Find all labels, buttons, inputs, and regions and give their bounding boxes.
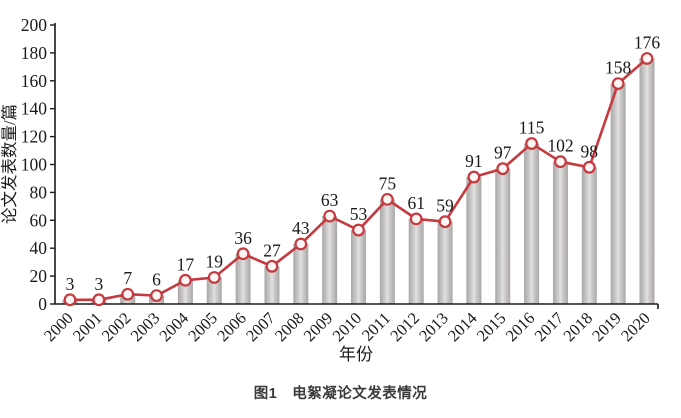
x-tick-label-2007: 2007: [242, 308, 279, 345]
bar-2019: [610, 83, 626, 304]
x-tick-label-2011: 2011: [358, 308, 394, 344]
value-label-2010: 53: [350, 204, 368, 224]
data-point-2010: [352, 223, 365, 237]
x-tick-label-2010: 2010: [329, 308, 366, 345]
data-point-2003: [150, 289, 163, 303]
value-label-2020: 176: [634, 32, 661, 52]
data-point-2008: [294, 237, 308, 251]
y-tick-label: 20: [30, 266, 48, 286]
value-label-2006: 36: [234, 228, 252, 248]
x-tick-label-2001: 2001: [69, 308, 106, 345]
value-label-2000: 3: [66, 274, 75, 294]
bar-2013: [437, 221, 453, 304]
value-label-2013: 59: [436, 196, 454, 216]
y-tick-label: 200: [21, 15, 48, 35]
x-tick-label-2020: 2020: [617, 308, 654, 345]
bar-2012: [408, 218, 424, 304]
data-point-2007: [265, 259, 279, 273]
x-tick-label-2002: 2002: [98, 308, 135, 345]
y-tick-label: 80: [30, 182, 48, 202]
x-tick-label-2006: 2006: [213, 308, 250, 345]
x-tick-label-2019: 2019: [588, 308, 625, 345]
x-tick-label-2012: 2012: [386, 308, 423, 345]
data-point-2016: [525, 137, 538, 150]
value-label-2009: 63: [321, 190, 339, 210]
data-point-2015: [496, 162, 510, 176]
y-tick-label: 140: [21, 99, 48, 119]
x-axis-title: 年份: [339, 345, 373, 364]
bar-2011: [379, 199, 395, 304]
bar-2006: [235, 253, 251, 304]
x-tick-label-2015: 2015: [473, 308, 510, 345]
value-label-2014: 91: [465, 151, 483, 171]
data-point-2019: [611, 77, 625, 90]
y-tick-label: 180: [21, 43, 48, 63]
data-point-2002: [121, 287, 135, 301]
x-tick-label-2014: 2014: [444, 308, 481, 345]
y-tick-label: 100: [21, 155, 48, 175]
y-tick-label: 0: [38, 294, 47, 314]
bar-2004: [177, 280, 193, 304]
value-label-2004: 17: [177, 254, 195, 274]
value-label-2008: 43: [292, 218, 310, 238]
x-tick-label-2005: 2005: [184, 308, 221, 345]
data-point-2012: [409, 212, 423, 226]
y-tick-label: 160: [21, 71, 48, 91]
bar-2008: [293, 244, 309, 304]
y-tick-label: 60: [30, 210, 48, 230]
data-point-2004: [178, 273, 192, 287]
bar-2007: [264, 266, 280, 304]
value-label-2002: 7: [123, 268, 132, 288]
bar-2015: [495, 168, 511, 304]
x-tick-label-2008: 2008: [271, 308, 308, 345]
data-point-2011: [380, 192, 394, 206]
y-tick-label: 120: [21, 127, 48, 147]
value-label-2011: 75: [379, 173, 397, 193]
data-point-2006: [236, 247, 250, 261]
bar-2018: [581, 167, 597, 304]
x-tick-label-2017: 2017: [531, 308, 568, 345]
bar-2009: [322, 216, 338, 304]
data-point-2001: [92, 293, 106, 307]
data-point-2018: [582, 160, 596, 174]
x-tick-label-2013: 2013: [415, 308, 452, 345]
data-point-2017: [554, 155, 567, 169]
x-tick-label-2018: 2018: [559, 308, 596, 345]
x-tick-label-2003: 2003: [127, 308, 164, 345]
bar-2016: [524, 143, 540, 304]
x-tick-label-2009: 2009: [300, 308, 337, 345]
value-label-2007: 27: [263, 240, 281, 260]
value-label-2015: 97: [494, 143, 512, 163]
data-point-2014: [467, 170, 481, 184]
value-label-2003: 6: [152, 270, 161, 290]
y-tick-label: 40: [30, 238, 48, 258]
data-point-2000: [63, 293, 77, 307]
value-label-2017: 102: [547, 136, 573, 156]
x-tick-label-2016: 2016: [502, 308, 539, 345]
y-axis-title: 论文发表数量/篇: [0, 104, 19, 224]
bar-2014: [466, 177, 482, 304]
data-point-2013: [438, 215, 452, 229]
value-label-2018: 98: [581, 141, 599, 161]
value-label-2019: 158: [605, 58, 632, 78]
figure-caption: 图1 电絮凝论文发表情况: [253, 386, 428, 402]
bar-2010: [351, 230, 366, 304]
data-point-2005: [207, 271, 221, 284]
value-label-2001: 3: [94, 274, 103, 294]
value-label-2012: 61: [407, 193, 425, 213]
bar-2020: [639, 58, 655, 305]
value-label-2016: 115: [519, 118, 545, 138]
data-point-2009: [323, 209, 337, 223]
data-point-2020: [640, 52, 654, 65]
bar-2005: [206, 277, 222, 304]
x-tick-label-2004: 2004: [155, 308, 192, 345]
value-label-2005: 19: [206, 251, 224, 271]
bar-2017: [552, 161, 568, 304]
